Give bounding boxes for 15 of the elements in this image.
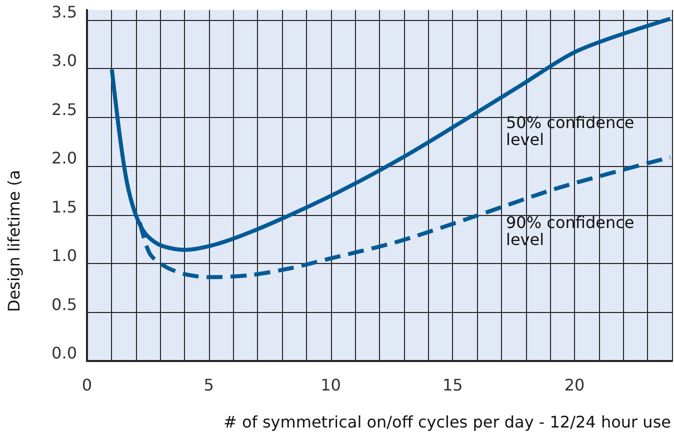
- x-tick-label: 5: [204, 376, 214, 394]
- x-tick-label: 10: [320, 376, 341, 394]
- y-tick-label: 1.0: [52, 246, 77, 265]
- y-tick-label: 3.0: [52, 51, 77, 70]
- y-tick-label: 0.5: [52, 294, 77, 314]
- x-tick-label: 15: [442, 376, 463, 394]
- y-axis-title: Design lifetime (a: [4, 170, 24, 312]
- y-tick-label: 2.0: [52, 148, 77, 168]
- y-tick-label: 2.5: [52, 100, 77, 119]
- y-tick-label: 1.5: [52, 197, 77, 216]
- y-tick-label: 0.0: [52, 344, 77, 362]
- x-tick-label: 0: [82, 376, 92, 394]
- x-tick-label: 20: [564, 376, 585, 394]
- x-axis-title: # of symmetrical on/off cycles per day - 12/24 hour use: [223, 412, 671, 432]
- y-tick-label: 3.5: [52, 2, 77, 22]
